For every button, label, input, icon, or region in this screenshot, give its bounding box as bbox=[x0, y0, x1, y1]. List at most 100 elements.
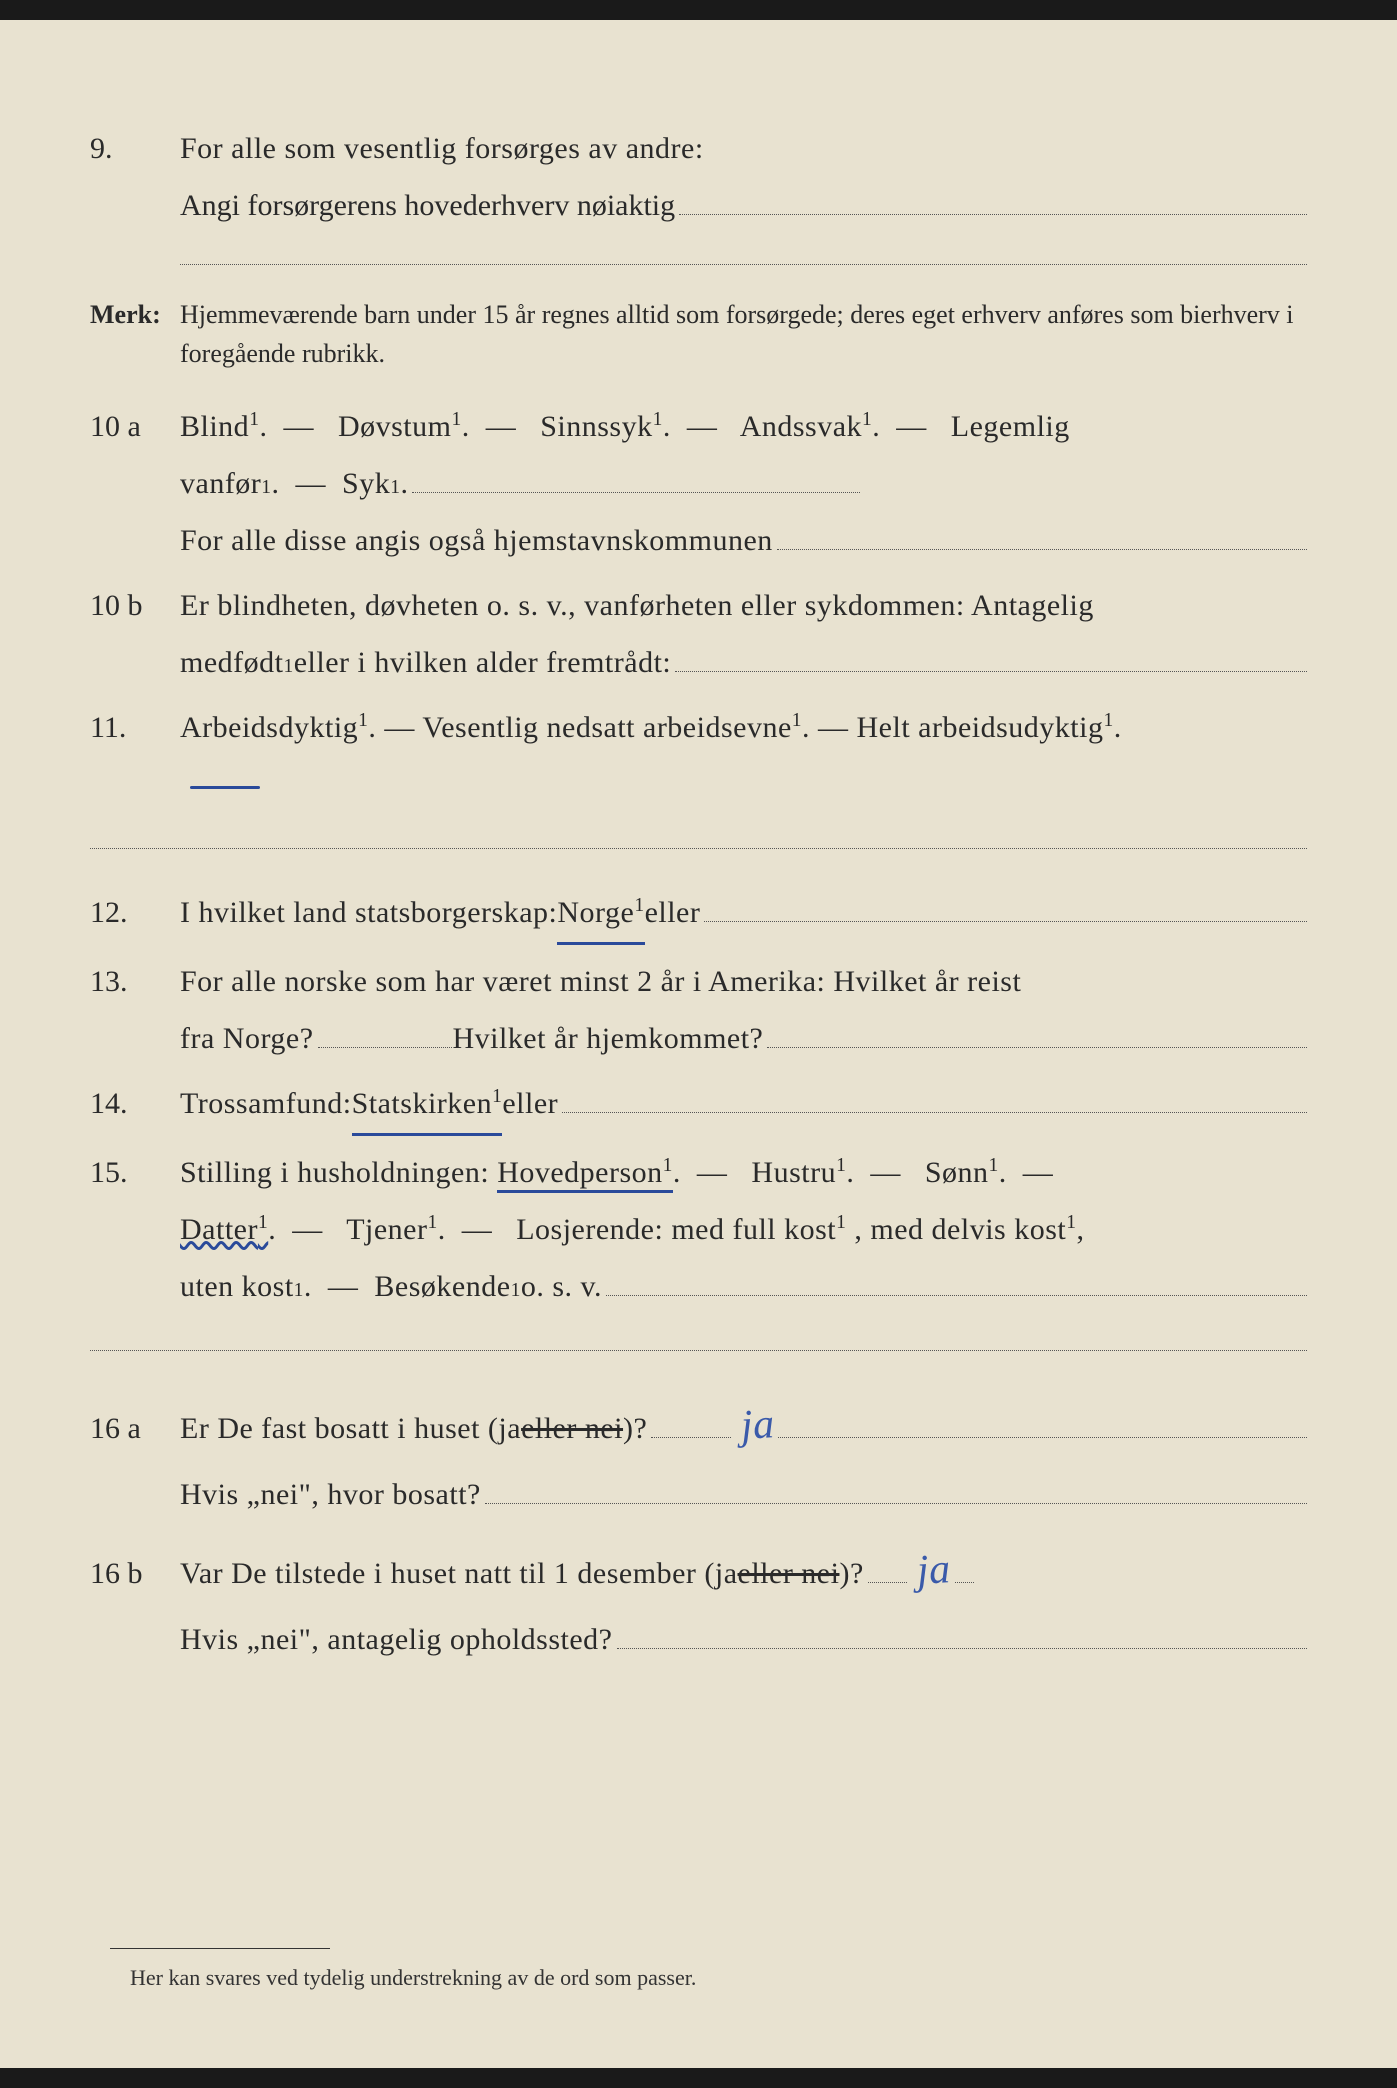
opt-vanfor: vanfør bbox=[180, 455, 261, 512]
question-10a: 10 a Blind1. — Døvstum1. — Sinnssyk1. — … bbox=[90, 398, 1307, 569]
q16a-text-b: )? bbox=[623, 1400, 647, 1457]
opt-syk: Syk bbox=[342, 455, 390, 512]
q9-number: 9. bbox=[90, 120, 180, 177]
q16a-struck: eller nei bbox=[521, 1400, 623, 1457]
q13-number: 13. bbox=[90, 953, 180, 1010]
q9-line2-wrap: Angi forsørgerens hovederhverv nøiaktig bbox=[180, 177, 1307, 234]
q15-hustru: Hustru bbox=[751, 1156, 836, 1189]
q10a-line2-wrap: For alle disse angis også hjemstavnskomm… bbox=[180, 512, 1307, 569]
opt-sinnssyk: Sinnssyk bbox=[540, 410, 652, 443]
q14-text-a: Trossamfund: bbox=[180, 1075, 352, 1132]
q14-content: Trossamfund: Statskirken1 eller bbox=[180, 1075, 1307, 1136]
q14-number: 14. bbox=[90, 1075, 180, 1132]
q16a-line2: Hvis „nei", hvor bosatt? bbox=[180, 1466, 481, 1523]
footnote-rule bbox=[110, 1948, 330, 1949]
q12-content: I hvilket land statsborgerskap: Norge1 e… bbox=[180, 884, 1307, 945]
q15-uten: uten kost bbox=[180, 1258, 294, 1315]
merk-note: Merk: Hjemmeværende barn under 15 år reg… bbox=[90, 295, 1307, 373]
fill-line bbox=[606, 1260, 1307, 1296]
q16a-line1: Er De fast bosatt i huset (ja eller nei … bbox=[180, 1386, 1307, 1466]
q16b-text-b: )? bbox=[839, 1545, 863, 1602]
question-13: 13. For alle norske som har været minst … bbox=[90, 953, 1307, 1067]
question-10b: 10 b Er blindheten, døvheten o. s. v., v… bbox=[90, 577, 1307, 691]
q16b-struck: eller nei bbox=[738, 1545, 840, 1602]
q10b-medfodt: medfødt bbox=[180, 634, 283, 691]
footnote-text: Her kan svares ved tydelig understreknin… bbox=[130, 1957, 1307, 1999]
fill-line bbox=[675, 636, 1307, 672]
q14-text-b: eller bbox=[502, 1075, 558, 1132]
q12-text-b: eller bbox=[645, 884, 701, 941]
q15-losj: Losjerende: med full kost bbox=[516, 1213, 836, 1246]
opt-arbeidsdyktig: Arbeidsdyktig bbox=[180, 711, 358, 744]
q9-content: For alle som vesentlig forsørges av andr… bbox=[180, 120, 1307, 234]
q15-delvis: , med delvis kost bbox=[854, 1213, 1066, 1246]
q16a-content: Er De fast bosatt i huset (ja eller nei … bbox=[180, 1386, 1307, 1523]
census-form-page: 9. For alle som vesentlig forsørges av a… bbox=[0, 20, 1397, 2068]
fill-line bbox=[777, 514, 1307, 550]
q10b-content: Er blindheten, døvheten o. s. v., vanfør… bbox=[180, 577, 1307, 691]
fill-line bbox=[679, 179, 1307, 215]
q15-tjener: Tjener bbox=[346, 1213, 427, 1246]
q16b-line2: Hvis „nei", antagelig opholdssted? bbox=[180, 1611, 613, 1668]
fill-line bbox=[955, 1547, 975, 1583]
q15-datter: Datter1 bbox=[180, 1213, 268, 1246]
q16b-text-a: Var De tilstede i huset natt til 1 desem… bbox=[180, 1545, 738, 1602]
opt-udyktig: Helt arbeidsudyktig bbox=[857, 711, 1104, 744]
q16b-content: Var De tilstede i huset natt til 1 desem… bbox=[180, 1531, 1307, 1668]
q13-line2-wrap: fra Norge? Hvilket år hjemkommet? bbox=[180, 1010, 1307, 1067]
q15-line1: Stilling i husholdningen: Hovedperson1. … bbox=[180, 1144, 1307, 1201]
fill-line bbox=[778, 1402, 1307, 1438]
q9-line2: Angi forsørgerens hovederhverv nøiaktig bbox=[180, 177, 675, 234]
divider bbox=[90, 848, 1307, 849]
q16b-answer: ja bbox=[915, 1530, 953, 1611]
ink-mark bbox=[190, 786, 260, 789]
opt-blind: Blind bbox=[180, 410, 249, 443]
fill-line bbox=[412, 457, 859, 493]
q10b-line2-wrap: medfødt1 eller i hvilken alder fremtrådt… bbox=[180, 634, 1307, 691]
question-14: 14. Trossamfund: Statskirken1 eller bbox=[90, 1075, 1307, 1136]
fill-line bbox=[485, 1468, 1307, 1504]
q15-osv: o. s. v. bbox=[521, 1258, 602, 1315]
question-16a: 16 a Er De fast bosatt i huset (ja eller… bbox=[90, 1386, 1307, 1523]
q10a-content: Blind1. — Døvstum1. — Sinnssyk1. — Andss… bbox=[180, 398, 1307, 569]
opt-andssvak: Andssvak bbox=[740, 410, 862, 443]
q16a-text-a: Er De fast bosatt i huset (ja bbox=[180, 1400, 521, 1457]
question-9: 9. For alle som vesentlig forsørges av a… bbox=[90, 120, 1307, 234]
q16b-line1: Var De tilstede i huset natt til 1 desem… bbox=[180, 1531, 1307, 1611]
divider bbox=[90, 1350, 1307, 1351]
q14-statskirken: Statskirken1 bbox=[352, 1075, 503, 1136]
merk-label: Merk: bbox=[90, 295, 180, 334]
question-11: 11. Arbeidsdyktig1. — Vesentlig nedsatt … bbox=[90, 699, 1307, 813]
fill-line bbox=[562, 1077, 1307, 1113]
q15-sonn: Sønn bbox=[925, 1156, 989, 1189]
fill-line bbox=[767, 1012, 1307, 1048]
q15-line2: Datter1. — Tjener1. — Losjerende: med fu… bbox=[180, 1201, 1307, 1258]
q15-line3: uten kost1. — Besøkende1 o. s. v. bbox=[180, 1258, 1307, 1315]
fill-line bbox=[617, 1613, 1308, 1649]
q11-number: 11. bbox=[90, 699, 180, 756]
q11-content: Arbeidsdyktig1. — Vesentlig nedsatt arbe… bbox=[180, 699, 1307, 813]
q15-content: Stilling i husholdningen: Hovedperson1. … bbox=[180, 1144, 1307, 1315]
q10a-line2: For alle disse angis også hjemstavnskomm… bbox=[180, 512, 773, 569]
q10b-number: 10 b bbox=[90, 577, 180, 634]
q15-hovedperson: Hovedperson1 bbox=[497, 1156, 673, 1193]
q16b-number: 16 b bbox=[90, 1545, 180, 1602]
q12-norge: Norge1 bbox=[557, 884, 644, 945]
q13-content: For alle norske som har været minst 2 år… bbox=[180, 953, 1307, 1067]
q10a-number: 10 a bbox=[90, 398, 180, 455]
q10b-line2b: eller i hvilken alder fremtrådt: bbox=[294, 634, 672, 691]
question-12: 12. I hvilket land statsborgerskap: Norg… bbox=[90, 884, 1307, 945]
q12-text-a: I hvilket land statsborgerskap: bbox=[180, 884, 557, 941]
q13-line2a: fra Norge? bbox=[180, 1010, 314, 1067]
q10b-line1: Er blindheten, døvheten o. s. v., vanfør… bbox=[180, 577, 1307, 634]
opt-nedsatt: Vesentlig nedsatt arbeidsevne bbox=[422, 711, 791, 744]
fill-line bbox=[318, 1012, 453, 1048]
question-15: 15. Stilling i husholdningen: Hovedperso… bbox=[90, 1144, 1307, 1315]
q10a-line-cont: vanfør1. — Syk1. bbox=[180, 455, 1307, 512]
merk-text: Hjemmeværende barn under 15 år regnes al… bbox=[180, 295, 1307, 373]
question-16b: 16 b Var De tilstede i huset natt til 1 … bbox=[90, 1531, 1307, 1668]
q16a-answer: ja bbox=[739, 1385, 777, 1466]
q16b-line2-wrap: Hvis „nei", antagelig opholdssted? bbox=[180, 1611, 1307, 1668]
q16a-number: 16 a bbox=[90, 1400, 180, 1457]
fill-line bbox=[868, 1547, 907, 1583]
